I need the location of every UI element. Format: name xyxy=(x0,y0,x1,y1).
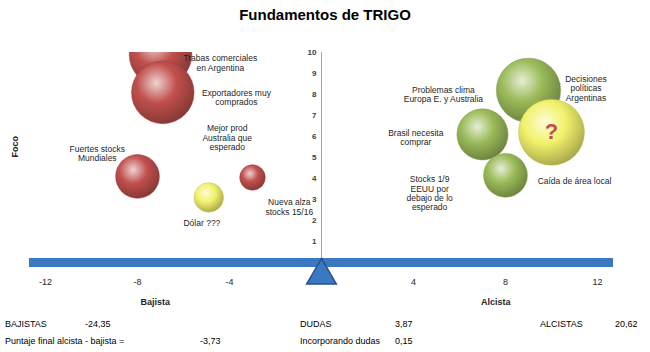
svg-text:Dólar ???: Dólar ??? xyxy=(183,218,220,228)
svg-text:Brasil necesitacomprar: Brasil necesitacomprar xyxy=(388,128,444,147)
svg-text:Exportadores muycomprados: Exportadores muycomprados xyxy=(202,88,272,107)
svg-text:3: 3 xyxy=(312,195,317,204)
svg-text:12: 12 xyxy=(592,277,602,287)
html-text:3,87: 3,87 xyxy=(395,319,413,329)
html-text:-24,35: -24,35 xyxy=(85,319,111,329)
svg-text:-12: -12 xyxy=(39,277,52,287)
svg-text:6: 6 xyxy=(312,132,317,141)
svg-text:Bajista: Bajista xyxy=(141,297,172,307)
svg-text:Trabas comercialesen Argentina: Trabas comercialesen Argentina xyxy=(183,53,257,72)
svg-text:1: 1 xyxy=(312,237,317,246)
html-text:DUDAS: DUDAS xyxy=(300,319,332,329)
html-text:Fundamentos de TRIGO: Fundamentos de TRIGO xyxy=(239,6,411,23)
html-text:-3,73: -3,73 xyxy=(200,336,221,346)
html-text:20,62: 20,62 xyxy=(615,319,638,329)
svg-text:4: 4 xyxy=(411,277,416,287)
svg-text:Caída de área local: Caída de área local xyxy=(538,176,612,186)
svg-text:10: 10 xyxy=(308,48,317,57)
svg-text:DecisionespolíticasArgentinas: DecisionespolíticasArgentinas xyxy=(565,74,607,103)
svg-text:Mejor prodAustralia queesperad: Mejor prodAustralia queesperado xyxy=(202,123,252,152)
svg-text:Foco: Foco xyxy=(10,135,20,157)
html-text:Incorporando dudas: Incorporando dudas xyxy=(300,336,381,346)
svg-text:9: 9 xyxy=(312,69,317,78)
svg-text:8: 8 xyxy=(503,277,508,287)
svg-text:-8: -8 xyxy=(133,277,141,287)
html-text:0,15: 0,15 xyxy=(395,336,413,346)
svg-text:Fuertes stocksMundiales: Fuertes stocksMundiales xyxy=(70,144,125,163)
svg-text:?: ? xyxy=(545,119,558,144)
html-text:BAJISTAS: BAJISTAS xyxy=(5,319,47,329)
svg-text:Alcista: Alcista xyxy=(481,297,512,307)
svg-text:4: 4 xyxy=(312,174,317,183)
svg-text:7: 7 xyxy=(312,111,317,120)
svg-text:Nueva alzastocks 15/16: Nueva alzastocks 15/16 xyxy=(265,197,313,216)
html-text:ALCISTAS: ALCISTAS xyxy=(540,319,583,329)
svg-text:Problemas climaEuropa E. y Aus: Problemas climaEuropa E. y Australia xyxy=(404,85,484,104)
svg-text:5: 5 xyxy=(312,153,317,162)
svg-text:Stocks 1/9EEUU pordebajo de lo: Stocks 1/9EEUU pordebajo de loesperado xyxy=(406,174,453,212)
svg-text:-4: -4 xyxy=(225,277,233,287)
html-text:Puntaje final alcista - bajist: Puntaje final alcista - bajista = xyxy=(5,336,125,346)
svg-text:8: 8 xyxy=(312,90,317,99)
svg-text:2: 2 xyxy=(312,216,317,225)
